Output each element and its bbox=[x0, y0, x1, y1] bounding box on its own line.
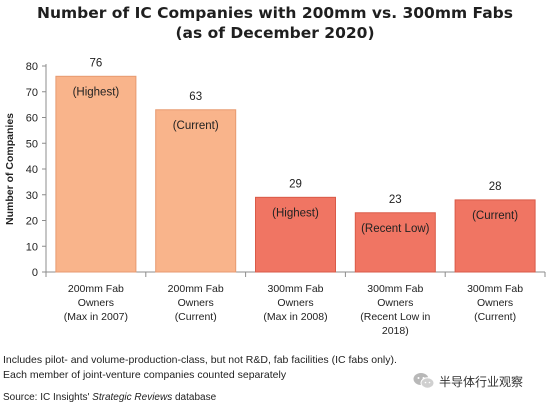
wechat-icon bbox=[413, 373, 435, 389]
category-label: (Recent Low in bbox=[360, 311, 430, 323]
bar-annotation: (Current) bbox=[173, 120, 219, 132]
category-label: Owners bbox=[78, 297, 114, 309]
category-label: (Max in 2008) bbox=[263, 311, 327, 323]
bar-annotation: (Highest) bbox=[272, 207, 319, 219]
bar bbox=[354, 212, 436, 273]
y-tick-label: 60 bbox=[26, 113, 38, 125]
bar-value-label: 29 bbox=[289, 178, 302, 190]
bar-value-label: 76 bbox=[90, 57, 103, 69]
y-axis-title: Number of Companies bbox=[4, 113, 16, 225]
category-label: 300mm Fab bbox=[367, 283, 423, 295]
y-tick-label: 10 bbox=[26, 241, 38, 253]
watermark-text: 半导体行业观察 bbox=[439, 374, 524, 389]
bar bbox=[255, 196, 336, 273]
watermark: 半导体行业观察 bbox=[413, 372, 523, 390]
bar-annotation: (Highest) bbox=[73, 86, 120, 98]
category-label: Owners bbox=[477, 297, 513, 309]
category-label: Owners bbox=[277, 297, 313, 309]
y-tick-label: 20 bbox=[26, 216, 38, 228]
bar bbox=[155, 109, 237, 273]
footnote-1: Includes pilot- and volume-production-cl… bbox=[3, 354, 397, 366]
category-label: 300mm Fab bbox=[467, 283, 523, 295]
category-label: (Current) bbox=[474, 311, 516, 323]
category-label: 200mm Fab bbox=[68, 283, 124, 295]
category-label: Owners bbox=[178, 297, 214, 309]
bar-value-label: 28 bbox=[489, 181, 502, 193]
bar-value-label: 63 bbox=[189, 91, 202, 103]
footnote-2: Each member of joint-venture companies c… bbox=[3, 369, 287, 381]
bar-value-label: 23 bbox=[389, 194, 402, 206]
bar-annotation: (Current) bbox=[472, 210, 518, 222]
bar bbox=[454, 199, 536, 273]
y-tick-label: 0 bbox=[32, 267, 38, 279]
y-tick-label: 70 bbox=[26, 87, 38, 99]
chart-subtitle: (as of December 2020) bbox=[175, 24, 375, 42]
source-italic: Strategic Reviews bbox=[92, 392, 173, 403]
source-prefix: Source: IC Insights' bbox=[3, 392, 93, 403]
source-line: Source: IC Insights' Strategic Reviews d… bbox=[3, 391, 216, 405]
y-tick-label: 50 bbox=[26, 138, 38, 150]
bar-annotation: (Recent Low) bbox=[361, 223, 430, 235]
y-tick-label: 80 bbox=[26, 61, 38, 73]
y-tick-label: 30 bbox=[26, 190, 38, 202]
category-label: 300mm Fab bbox=[267, 283, 323, 295]
category-label: 2018) bbox=[382, 325, 409, 337]
chart-title: Number of IC Companies with 200mm vs. 30… bbox=[37, 4, 513, 22]
category-label: (Max in 2007) bbox=[64, 311, 128, 323]
y-tick-label: 40 bbox=[26, 164, 38, 176]
category-label: 200mm Fab bbox=[168, 283, 224, 295]
category-label: Owners bbox=[377, 297, 413, 309]
bar bbox=[55, 75, 137, 273]
category-label: (Current) bbox=[175, 311, 217, 323]
source-suffix: database bbox=[172, 392, 217, 403]
